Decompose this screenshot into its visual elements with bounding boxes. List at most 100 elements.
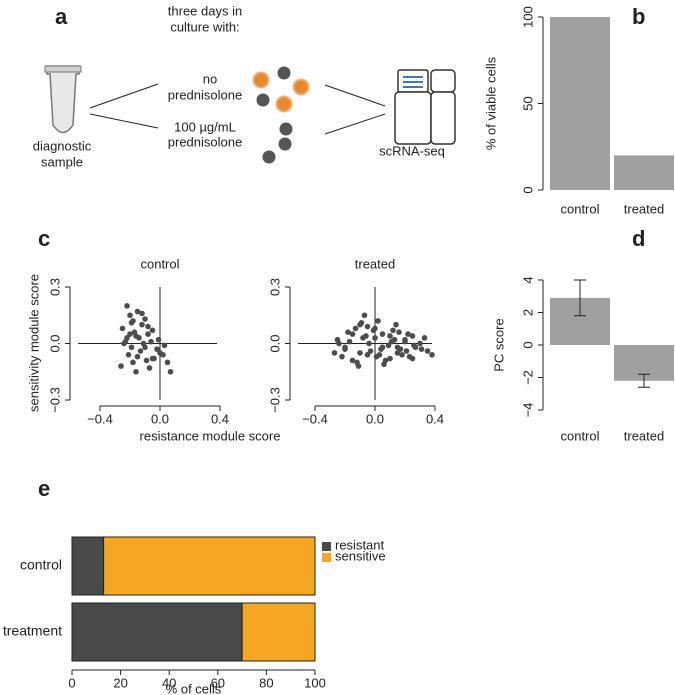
point <box>424 348 431 354</box>
point <box>387 355 393 362</box>
y-axis-label: sensitivity module score <box>26 274 41 412</box>
y-tick-label: 0.3 <box>47 278 62 296</box>
point <box>375 318 381 324</box>
point <box>363 333 369 339</box>
connector <box>89 83 159 109</box>
point <box>402 336 408 343</box>
point <box>139 321 145 328</box>
point <box>139 310 145 317</box>
x-tick-label: 20 <box>113 675 127 690</box>
y-tick-label: 0.0 <box>47 334 62 352</box>
point <box>394 344 401 351</box>
point <box>146 365 153 371</box>
point <box>361 312 368 319</box>
x-tick-label: 80 <box>259 675 273 690</box>
point <box>379 331 386 337</box>
x-tick-label: 0.0 <box>151 411 169 426</box>
point <box>381 361 387 368</box>
point <box>345 329 351 336</box>
point <box>388 338 395 345</box>
x-tick-label: control <box>560 201 599 216</box>
point <box>161 342 168 349</box>
tube-cap <box>44 65 82 73</box>
cell <box>275 95 293 113</box>
point <box>149 355 156 362</box>
x-axis-label: resistance module score <box>140 428 281 443</box>
point <box>164 359 171 366</box>
connector <box>324 84 386 107</box>
x-tick-label: 100 <box>304 675 326 690</box>
bar-segment <box>71 602 243 662</box>
cell <box>262 150 276 164</box>
x-tick-label: treated <box>624 201 664 216</box>
point <box>130 359 136 366</box>
point <box>134 353 141 360</box>
panel-letter: b <box>632 4 645 29</box>
y-tick-label: 50 <box>520 96 535 110</box>
point <box>387 333 393 339</box>
legend-label: sensitive <box>335 548 386 563</box>
point <box>145 323 151 330</box>
cell <box>252 71 270 89</box>
point <box>409 333 416 339</box>
point <box>355 363 362 369</box>
point <box>160 352 166 358</box>
point <box>406 353 413 360</box>
point <box>399 352 405 358</box>
legend-label: resistant <box>335 537 385 552</box>
bar <box>550 17 610 190</box>
cells <box>252 66 310 164</box>
point <box>124 335 130 341</box>
error-bar <box>638 373 650 388</box>
y-axis-label: % of viable cells <box>483 56 498 150</box>
point <box>403 348 410 354</box>
point <box>137 348 144 354</box>
point <box>357 350 363 356</box>
input-text: diagnostic <box>33 138 92 153</box>
y-tick-label: 4 <box>520 276 535 283</box>
condition-label: prednisolone <box>168 134 242 149</box>
point <box>154 346 160 352</box>
point <box>148 338 154 345</box>
point <box>352 325 359 332</box>
point <box>128 344 135 351</box>
x-tick-label: 60 <box>211 675 225 690</box>
point <box>349 331 356 337</box>
point <box>119 325 126 332</box>
x-tick-label: 40 <box>162 675 176 690</box>
point <box>411 342 417 349</box>
legend-swatch <box>322 553 331 562</box>
bar-segment <box>103 536 316 596</box>
x-axis-label: % of cells <box>166 681 222 695</box>
point <box>133 368 139 375</box>
point <box>417 340 423 347</box>
point <box>421 335 428 341</box>
point <box>366 340 372 347</box>
point <box>118 363 124 369</box>
legend-swatch <box>322 542 331 551</box>
x-tick-label: −0.4 <box>87 411 113 426</box>
condition-label: no <box>203 71 217 86</box>
point <box>133 333 139 339</box>
connector <box>324 113 386 135</box>
panel-letter: c <box>38 226 50 251</box>
plot-title: treated <box>355 256 395 271</box>
y-axis-label: PC score <box>491 318 506 371</box>
cell <box>279 122 293 136</box>
point <box>339 353 345 360</box>
cell <box>256 93 270 107</box>
y-tick-label: −4 <box>520 403 535 418</box>
point <box>364 352 371 358</box>
condition-title: culture with: <box>170 19 239 34</box>
point <box>405 331 411 337</box>
point <box>364 323 371 330</box>
x-tick-label: 0.0 <box>366 411 384 426</box>
x-tick-label: 0.4 <box>211 411 229 426</box>
y-tick-label: 100 <box>520 6 535 28</box>
point <box>121 340 127 347</box>
tube-icon <box>46 65 80 134</box>
x-tick-label: 0 <box>68 675 75 690</box>
y-tick-label: −2 <box>520 370 535 385</box>
point <box>429 352 435 358</box>
